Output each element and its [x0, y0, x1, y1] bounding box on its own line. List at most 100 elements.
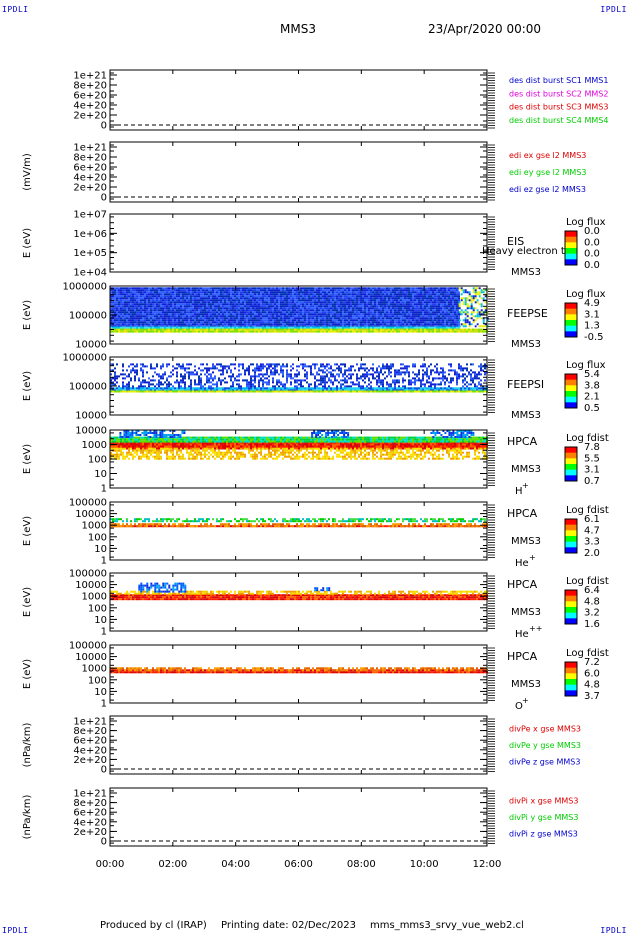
heat-cell-feepse-0 — [442, 295, 444, 297]
heat-cell-feepse-0 — [166, 313, 168, 315]
heat-cell-feepse-0 — [340, 311, 342, 313]
heat-cell-feepse-0 — [420, 301, 422, 303]
heat-cell-feepse-0 — [282, 305, 284, 307]
heat-cell-feepse-1 — [120, 327, 122, 329]
heat-cell-feepse-0 — [208, 317, 210, 319]
heat-cell-feepse-0 — [390, 323, 392, 325]
heat-cell-feepse-0 — [226, 321, 228, 323]
heat-cell-feepse-0 — [456, 291, 458, 293]
heat-cell-feepse-0 — [392, 317, 394, 319]
heat-cell-feepse-0 — [160, 311, 162, 313]
heat-cell-feepse-0 — [372, 301, 374, 303]
heat-cell-feepse-2 — [430, 329, 432, 331]
heat-cell-feepse-0 — [134, 309, 136, 311]
heat-cell-feepse-0 — [212, 315, 214, 317]
heat-cell-feepse-0 — [156, 323, 158, 325]
heat-cell-feepse-2 — [134, 331, 136, 333]
heat-cell-feepse-0 — [190, 321, 192, 323]
heat-cell-feepse-0 — [392, 287, 394, 289]
heat-cell-feepse-0 — [292, 289, 294, 291]
heat-cell-feepse-3 — [473, 297, 475, 299]
heat-cell-feepse-0 — [404, 309, 406, 311]
heat-cell-feepse-2 — [346, 329, 348, 331]
heat-cell-feepse-0 — [370, 311, 372, 313]
heat-cell-feepse-0 — [176, 297, 178, 299]
heat-cell-feepse-0 — [440, 297, 442, 299]
heat-cell-feepse-0 — [408, 293, 410, 295]
heat-cell-feepse-3 — [465, 293, 467, 295]
heat-cell-feepse-0 — [136, 289, 138, 291]
heat-cell-feepse-0 — [400, 289, 402, 291]
heat-cell-feepse-0 — [238, 323, 240, 325]
heat-cell-feepse-2 — [164, 331, 166, 333]
heat-cell-feepse-0 — [184, 289, 186, 291]
heat-cell-feepse-0 — [174, 321, 176, 323]
heat-cell-feepse-0 — [408, 323, 410, 325]
heat-cell-feepse-0 — [328, 289, 330, 291]
heat-cell-feepsi-0 — [176, 375, 178, 377]
heat-cell-feepse-0 — [190, 301, 192, 303]
heat-cell-feepse-0 — [254, 305, 256, 307]
heat-cell-feepse-0 — [402, 303, 404, 305]
heat-cell-feepse-0 — [310, 287, 312, 289]
heat-cell-feepse-0 — [434, 295, 436, 297]
heat-cell-feepse-0 — [358, 305, 360, 307]
heat-cell-feepse-0 — [130, 313, 132, 315]
heat-cell-feepse-1 — [172, 327, 174, 329]
heat-cell-feepse-0 — [372, 297, 374, 299]
heat-cell-feepse-0 — [184, 311, 186, 313]
heat-cell-feepse-0 — [130, 319, 132, 321]
heat-cell-feepse-0 — [224, 295, 226, 297]
heat-cell-feepse-0 — [262, 287, 264, 289]
heat-cell-feepse-0 — [320, 323, 322, 325]
heat-cell-feepsi-0 — [172, 385, 174, 387]
heat-cell-feepse-0 — [122, 303, 124, 305]
heat-cell-feepse-2 — [298, 329, 300, 331]
heat-cell-feepse-0 — [246, 307, 248, 309]
heat-cell-feepse-0 — [246, 319, 248, 321]
heat-cell-feepse-0 — [156, 289, 158, 291]
heat-cell-feepse-0 — [246, 323, 248, 325]
heat-cell-feepse-2 — [428, 329, 430, 331]
heat-cell-feepse-0 — [430, 303, 432, 305]
heat-cell-feepse-3 — [477, 293, 479, 295]
heat-cell-feepse-0 — [250, 297, 252, 299]
heat-cell-feepse-0 — [246, 311, 248, 313]
heat-cell-feepse-0 — [180, 307, 182, 309]
heat-cell-feepse-0 — [386, 311, 388, 313]
heat-cell-feepse-2 — [234, 329, 236, 331]
heat-cell-feepsi-0 — [136, 363, 138, 365]
heat-cell-feepse-0 — [328, 287, 330, 289]
heat-cell-feepse-0 — [456, 319, 458, 321]
heat-cell-feepse-0 — [312, 307, 314, 309]
heat-cell-feepse-2 — [124, 331, 126, 333]
heat-cell-feepsi-0 — [154, 371, 156, 373]
heat-cell-feepse-0 — [240, 313, 242, 315]
heat-cell-feepse-0 — [384, 305, 386, 307]
heat-cell-feepsi-0 — [136, 365, 138, 367]
heat-cell-feepse-0 — [360, 305, 362, 307]
heat-cell-feepse-2 — [458, 331, 460, 333]
heat-cell-feepse-0 — [242, 309, 244, 311]
heat-cell-feepse-1 — [232, 327, 234, 329]
heat-cell-feepse-0 — [240, 289, 242, 291]
heat-cell-feepse-0 — [292, 319, 294, 321]
heat-cell-feepse-2 — [408, 329, 410, 331]
heat-cell-feepse-2 — [188, 329, 190, 331]
heat-cell-feepse-0 — [436, 313, 438, 315]
heat-cell-feepse-0 — [196, 295, 198, 297]
heat-cell-feepse-0 — [426, 315, 428, 317]
heat-cell-feepse-0 — [154, 299, 156, 301]
heat-cell-feepse-2 — [478, 331, 480, 333]
heat-cell-feepse-0 — [378, 321, 380, 323]
heat-cell-feepse-0 — [362, 289, 364, 291]
heat-cell-feepse-0 — [438, 323, 440, 325]
heat-cell-feepse-0 — [282, 289, 284, 291]
heat-cell-feepse-0 — [200, 311, 202, 313]
heat-cell-feepse-2 — [150, 331, 152, 333]
heat-cell-feepse-2 — [248, 331, 250, 333]
heat-cell-feepse-0 — [344, 299, 346, 301]
heat-cell-feepse-0 — [270, 293, 272, 295]
heat-cell-feepse-0 — [200, 293, 202, 295]
heat-cell-feepse-0 — [452, 287, 454, 289]
